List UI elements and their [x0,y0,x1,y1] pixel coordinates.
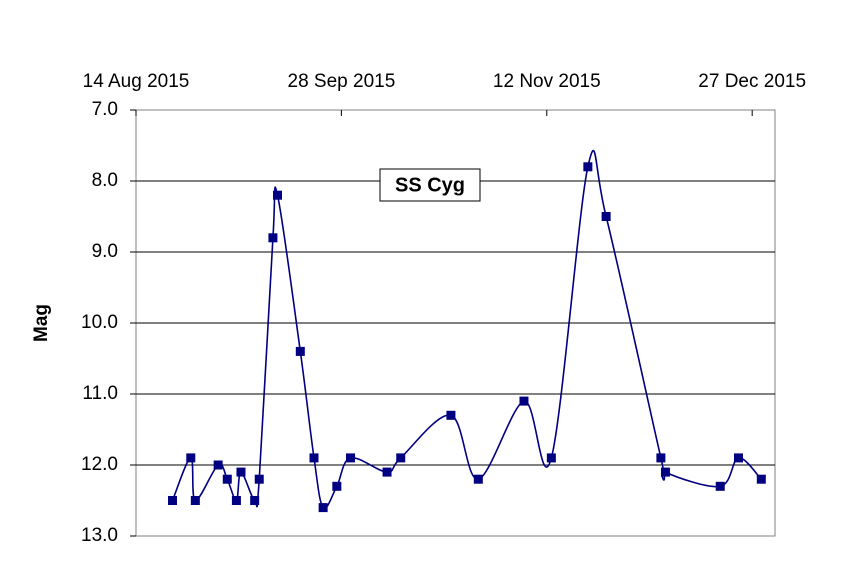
y-tick-label: 10.0 [81,312,118,333]
marker [446,410,456,420]
y-tick-label: 8.0 [92,170,118,191]
x-tick-label: 14 Aug 2015 [83,71,190,92]
annotation-box [379,168,481,202]
marker [190,496,200,505]
marker [231,496,241,505]
y-tick-label: 9.0 [92,241,118,262]
marker [346,453,356,463]
y-tick-label: 12.0 [81,454,118,475]
marker [222,474,232,484]
y-axis-label: Mag [31,304,52,342]
x-tick-label: 12 Nov 2015 [493,71,601,92]
marker [660,467,670,477]
marker [268,233,278,243]
x-tick-label: 27 Dec 2015 [698,71,806,92]
marker [656,453,666,463]
marker [168,496,178,505]
marker [186,453,196,463]
series-line [171,149,762,510]
marker [250,496,260,505]
y-tick-label: 11.0 [82,383,118,404]
marker [332,481,342,491]
marker [601,212,611,221]
marker [309,453,319,463]
marker [254,474,264,484]
marker [236,467,246,477]
marker [318,503,328,513]
x-tick-label: 28 Sep 2015 [288,71,396,92]
marker [519,396,529,406]
marker [583,162,593,172]
marker [715,481,725,491]
marker [733,453,743,463]
marker [213,460,223,470]
marker [756,474,766,484]
y-tick-label: 13.0 [81,525,118,546]
marker [295,346,305,356]
marker [382,467,392,477]
chart-title: SS Cyg [395,174,465,196]
y-tick-label: 7.0 [92,99,118,120]
marker [396,453,406,463]
marker [546,453,556,463]
marker [473,474,483,484]
marker [272,190,282,200]
